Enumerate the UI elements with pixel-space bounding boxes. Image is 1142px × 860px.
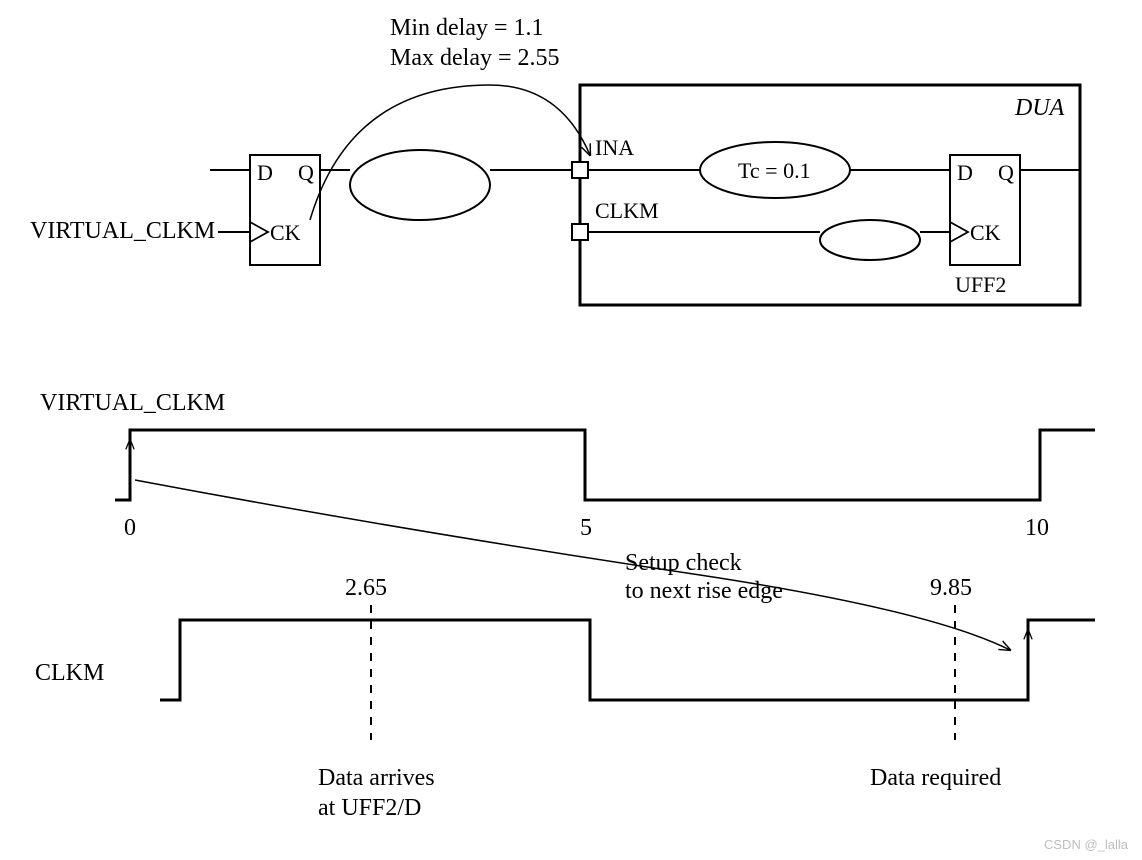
- arrive-text-2: at UFF2/D: [318, 795, 421, 821]
- ff1: D Q CK: [250, 155, 320, 265]
- setup-text-1: Setup check: [625, 550, 742, 576]
- clkm-port: [572, 224, 588, 240]
- svg-text:D: D: [257, 160, 273, 185]
- setup-text-2: to next rise edge: [625, 578, 783, 604]
- svg-text:Q: Q: [298, 160, 314, 185]
- arrive-text-1: Data arrives: [318, 765, 435, 791]
- svg-text:Q: Q: [998, 160, 1014, 185]
- tick-0: 0: [124, 515, 136, 541]
- clkm-port-label: CLKM: [595, 198, 659, 223]
- virtual-clkm-label: VIRTUAL_CLKM: [30, 218, 215, 244]
- watermark: CSDN @_lalla: [1044, 837, 1128, 852]
- svg-text:D: D: [957, 160, 973, 185]
- tick-req: 9.85: [930, 575, 972, 601]
- ff2: D Q CK: [950, 155, 1020, 265]
- uff2-label: UFF2: [955, 272, 1006, 297]
- svg-text:CK: CK: [270, 220, 301, 245]
- timing-diagram: Min delay = 1.1 Max delay = 2.55 VIRTUAL…: [0, 0, 1142, 860]
- dua-label: DUA: [1014, 95, 1065, 121]
- vclkm-wave-label: VIRTUAL_CLKM: [40, 390, 225, 416]
- min-delay-label: Min delay = 1.1: [390, 15, 544, 41]
- tick-5: 5: [580, 515, 592, 541]
- clk-delay-oval: [820, 220, 920, 260]
- vclkm-wave: [115, 430, 1095, 500]
- ina-port: [572, 162, 588, 178]
- svg-text:CK: CK: [970, 220, 1001, 245]
- ext-delay-oval: [350, 150, 490, 220]
- clkm-wave-label: CLKM: [35, 660, 104, 686]
- max-delay-label: Max delay = 2.55: [390, 45, 560, 71]
- required-text: Data required: [870, 765, 1001, 791]
- setup-arrow: [135, 480, 1010, 650]
- ina-label: INA: [595, 135, 634, 160]
- tc-label: Tc = 0.1: [738, 158, 811, 183]
- tick-10: 10: [1025, 515, 1049, 541]
- tick-arrive: 2.65: [345, 575, 387, 601]
